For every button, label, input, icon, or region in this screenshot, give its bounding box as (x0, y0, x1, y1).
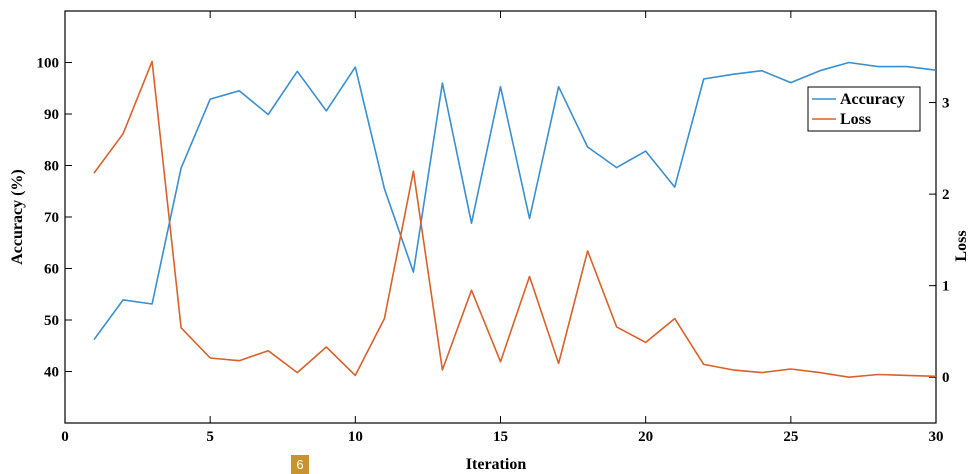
x-tick-label: 20 (638, 429, 653, 445)
x-tick-label: 5 (206, 429, 214, 445)
x-tick-label: 10 (348, 429, 363, 445)
x-axis-title: Iteration (466, 456, 527, 473)
x-tick-label: 30 (929, 429, 944, 445)
y-axis-right-title: Loss (953, 230, 970, 261)
y-axis-left-title: Accuracy (%) (9, 169, 26, 265)
legend: Accuracy Loss (807, 86, 921, 132)
y-left-tick-label: 90 (44, 107, 59, 123)
series-accuracy-line (93, 61, 937, 341)
legend-accuracy-label: Accuracy (840, 91, 905, 108)
x-tick-label: 0 (61, 429, 69, 445)
x-tick-label: 25 (783, 429, 798, 445)
legend-loss-label: Loss (840, 111, 871, 128)
x-tick-label: 15 (493, 429, 508, 445)
y-left-tick-label: 50 (44, 313, 59, 329)
y-left-tick-label: 70 (44, 210, 59, 226)
y-left-tick-label: 40 (44, 365, 59, 381)
legend-box (807, 86, 921, 132)
y-right-tick-label: 1 (942, 279, 950, 295)
y-left-tick-label: 100 (37, 56, 60, 72)
y-right-tick-label: 2 (942, 187, 950, 203)
series-loss-line (93, 60, 937, 379)
y-left-tick-label: 60 (44, 262, 59, 278)
page-badge: 6 (291, 455, 309, 474)
ticks-layer: 0 5 10 15 20 25 30 40 50 60 70 80 90 100 0 1 2 3 (37, 11, 950, 445)
y-right-tick-label: 3 (942, 96, 950, 112)
y-left-tick-label: 80 (44, 159, 59, 175)
y-right-tick-label: 0 (942, 370, 950, 386)
series-layer (93, 60, 937, 379)
